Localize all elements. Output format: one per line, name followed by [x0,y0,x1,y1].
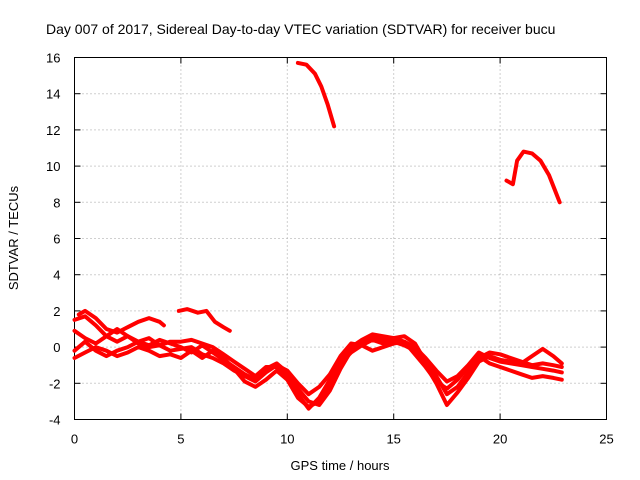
series-trace-5 [76,308,166,335]
y-tick-label: -4 [49,413,61,428]
series-trace-6 [176,307,232,333]
y-tick-label: 12 [46,123,60,138]
x-tick-label: 15 [386,432,400,447]
x-tick-label: 20 [493,432,507,447]
series-trace-4 [72,337,564,409]
y-tick-label: 2 [53,304,60,319]
y-tick-label: 8 [53,195,60,210]
series-layer [72,60,564,411]
y-tick-label: 0 [53,340,60,355]
y-tick-label: 16 [46,51,60,66]
y-axis-label: SDTVAR / TECUs [6,185,21,290]
y-tick-label: -2 [49,376,61,391]
chart-title: Day 007 of 2017, Sidereal Day-to-day VTE… [46,21,555,37]
y-tick-label: 14 [46,87,60,102]
y-tick-label: 6 [53,232,60,247]
x-tick-label: 25 [599,432,613,447]
x-tick-label: 5 [177,432,184,447]
y-tick-label: 4 [53,268,60,283]
plot-frame [74,57,607,420]
series-trace-8 [504,149,562,205]
x-axis-label: GPS time / hours [291,458,390,473]
x-tick-label: 0 [71,432,78,447]
y-tick-label: 10 [46,159,60,174]
series-trace-7 [295,60,337,129]
x-tick-label: 10 [280,432,294,447]
